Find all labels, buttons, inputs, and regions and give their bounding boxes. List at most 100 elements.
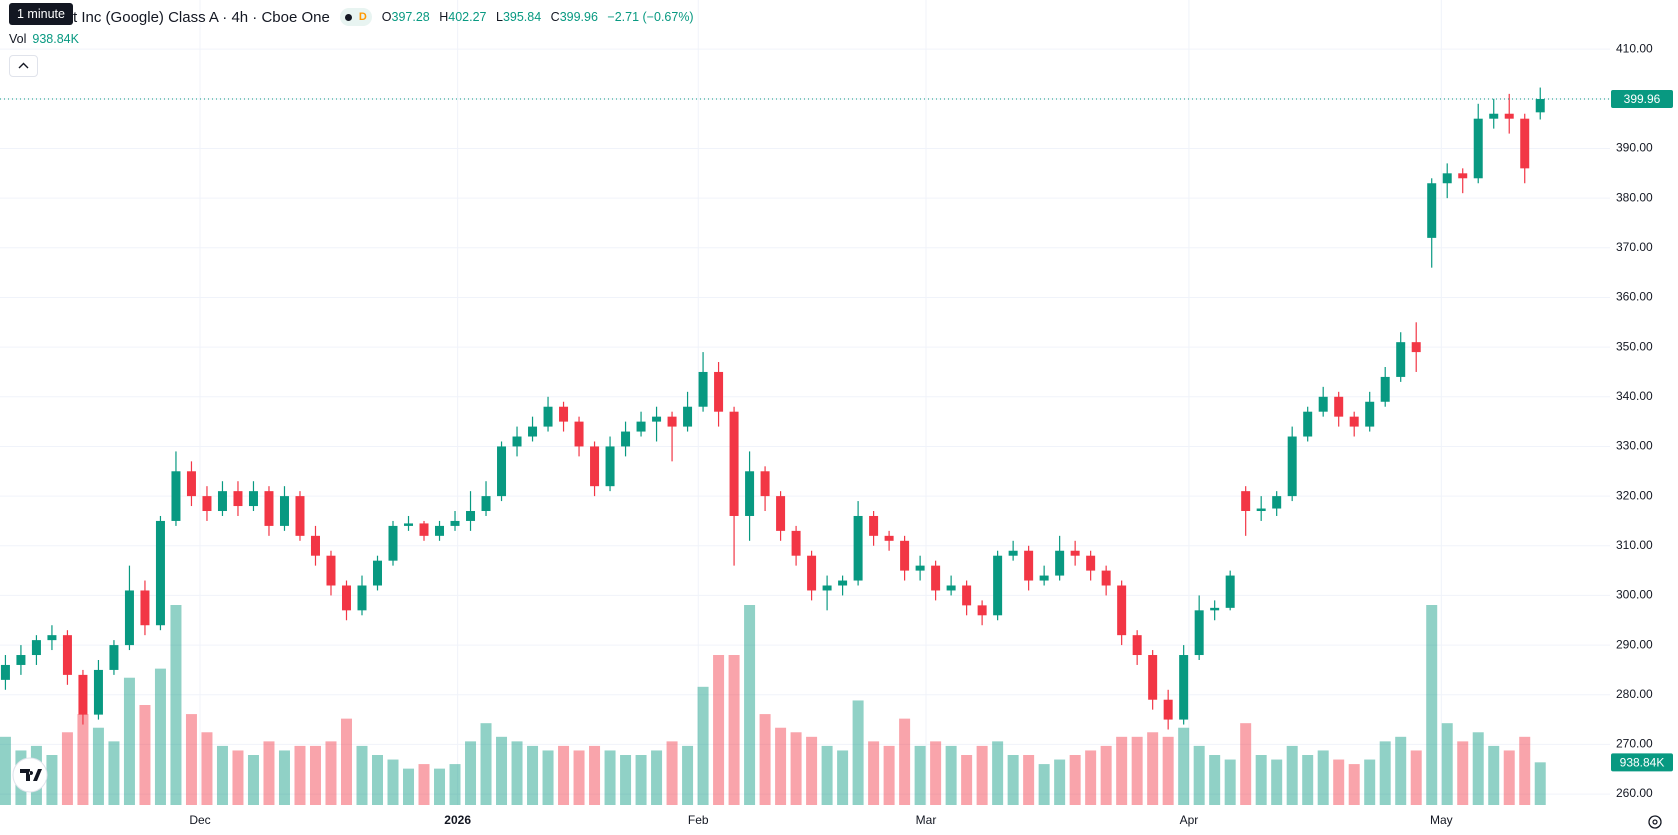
volume-bar (1193, 745, 1205, 805)
volume-bar (682, 745, 694, 805)
ohlc-key: C (550, 10, 560, 24)
y-tick-label: 300.00 (1616, 588, 1653, 602)
y-tick-label: 320.00 (1616, 488, 1653, 502)
y-tick-label: 380.00 (1616, 190, 1653, 204)
volume-bar (899, 718, 911, 805)
y-tick-label: 350.00 (1616, 339, 1653, 353)
y-tick-label: 360.00 (1616, 290, 1653, 304)
x-tick-label: Apr (1180, 813, 1199, 827)
volume-bar (744, 605, 756, 805)
volume-bar (1472, 732, 1484, 805)
y-tick-label: 410.00 (1616, 41, 1653, 55)
candle-body (1365, 401, 1375, 427)
volume-bar (46, 755, 58, 805)
candle-body (1225, 575, 1235, 608)
candle-body (698, 371, 708, 407)
volume-bar (1410, 750, 1422, 805)
volume-bar (1271, 759, 1283, 805)
candle-body (1349, 416, 1359, 427)
candle-body (559, 406, 569, 422)
volume-bar (434, 768, 446, 805)
volume-bar (558, 745, 570, 805)
collapse-button[interactable] (9, 55, 38, 77)
volume-bar (713, 655, 725, 805)
candle-body (124, 590, 134, 646)
volume-bar (1364, 759, 1376, 805)
volume-bar (1131, 736, 1143, 805)
volume-bar (1085, 750, 1097, 805)
candle-body (435, 525, 445, 536)
candle-body (264, 491, 274, 526)
y-tick-label: 280.00 (1616, 687, 1653, 701)
volume-bar (387, 759, 399, 805)
volume-bar (806, 736, 818, 805)
volume-bar (170, 605, 182, 805)
last-volume-box (1611, 753, 1673, 772)
candle-body (357, 585, 367, 611)
volume-bar (666, 741, 678, 805)
volume-bar (340, 718, 352, 805)
candle-body (900, 540, 910, 571)
candle-body (1117, 585, 1127, 636)
volume-bar (930, 741, 942, 805)
volume-bar (976, 745, 988, 805)
candle-body (1008, 550, 1018, 556)
candle-body (512, 436, 522, 447)
volume-bar (837, 750, 849, 805)
volume-bar (697, 686, 709, 805)
volume-bar (1069, 755, 1081, 805)
badge-letter: D (358, 11, 367, 23)
x-tick-label: Dec (189, 813, 210, 827)
candle-body (838, 580, 848, 586)
volume-bar (1348, 764, 1360, 805)
volume-bar (1457, 741, 1469, 805)
volume-bar (1224, 759, 1236, 805)
volume-bar (527, 745, 539, 805)
y-tick-label: 260.00 (1616, 786, 1653, 800)
candle-body (528, 426, 538, 437)
candle-body (93, 669, 103, 715)
candle-body (0, 664, 10, 680)
candle-body (869, 515, 879, 536)
volume-bar (1007, 755, 1019, 805)
volume-bar (77, 714, 89, 805)
volume-bar (1441, 723, 1453, 805)
volume-bar (1317, 750, 1329, 805)
status-badge[interactable]: D (339, 8, 372, 26)
candle-body (1287, 436, 1297, 497)
last-price-label: 399.96 (1624, 92, 1661, 106)
candle-body (373, 560, 383, 586)
volume-bar (185, 714, 197, 805)
candle-body (450, 520, 460, 526)
candle-body (1210, 607, 1220, 611)
volume-bar (247, 755, 259, 805)
volume-bar (154, 668, 166, 805)
settings-icon[interactable] (1648, 815, 1662, 829)
volume-bar (511, 741, 523, 805)
volume-bar (1100, 745, 1112, 805)
volume-bar (868, 741, 880, 805)
candle-body (1520, 118, 1530, 169)
volume-bar (852, 700, 864, 805)
volume-legend: Vol 938.84K (9, 32, 79, 46)
candle-body (1458, 173, 1468, 179)
candle-layer (0, 87, 1545, 730)
chart-title: Alphabet Inc (Google) Class A · 4h · Cbo… (18, 8, 330, 26)
candle-body (962, 585, 972, 606)
candle-body (683, 406, 693, 427)
volume-bar (589, 745, 601, 805)
ohlc-values: O397.28 H402.27 L395.84 C399.96 −2.71 (−… (382, 10, 700, 24)
volume-bar (0, 736, 11, 805)
candle-body (853, 515, 863, 581)
volume-bar (635, 755, 647, 805)
candle-body (404, 523, 414, 526)
candle-body (946, 585, 956, 591)
candle-body (1473, 118, 1483, 179)
volume-value: 938.84K (32, 32, 79, 46)
candle-body (16, 655, 26, 665)
candle-body (419, 523, 429, 536)
volume-bar (403, 768, 415, 805)
candle-body (47, 635, 57, 641)
